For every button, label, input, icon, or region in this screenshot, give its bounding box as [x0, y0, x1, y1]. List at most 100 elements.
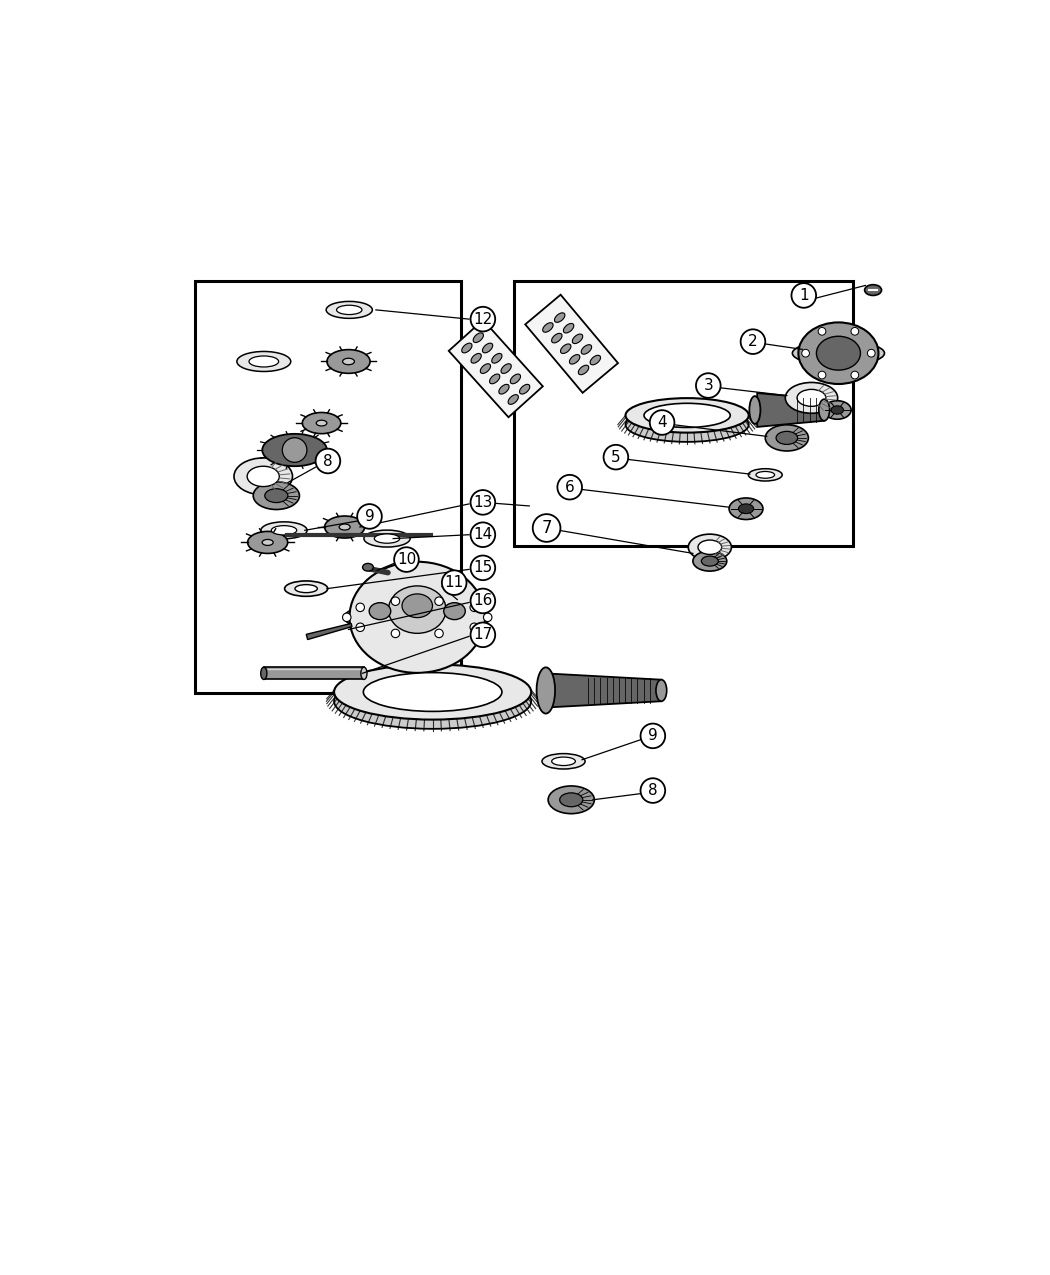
Bar: [194, 280, 461, 694]
Ellipse shape: [302, 413, 341, 434]
Ellipse shape: [582, 344, 591, 354]
Ellipse shape: [551, 333, 562, 343]
Polygon shape: [525, 295, 618, 393]
Text: 8: 8: [323, 454, 333, 468]
Ellipse shape: [262, 539, 273, 546]
Ellipse shape: [253, 482, 299, 510]
Ellipse shape: [693, 551, 727, 571]
Text: 9: 9: [364, 509, 375, 524]
Ellipse shape: [656, 680, 667, 701]
Ellipse shape: [334, 673, 531, 729]
Ellipse shape: [462, 343, 472, 353]
Ellipse shape: [864, 284, 882, 296]
Ellipse shape: [237, 352, 291, 371]
Text: 10: 10: [397, 552, 416, 567]
Circle shape: [640, 778, 666, 803]
Circle shape: [470, 622, 496, 648]
Ellipse shape: [474, 333, 483, 343]
Text: 1: 1: [799, 288, 808, 303]
Ellipse shape: [402, 594, 433, 617]
Circle shape: [867, 349, 875, 357]
Ellipse shape: [817, 337, 860, 370]
Ellipse shape: [572, 334, 583, 343]
Circle shape: [850, 328, 859, 335]
Ellipse shape: [342, 358, 355, 365]
Circle shape: [470, 490, 496, 515]
Circle shape: [696, 374, 720, 398]
Ellipse shape: [738, 504, 754, 514]
Ellipse shape: [698, 541, 721, 555]
Ellipse shape: [350, 562, 485, 673]
Circle shape: [392, 597, 400, 606]
Ellipse shape: [285, 581, 328, 597]
Circle shape: [357, 504, 382, 529]
Ellipse shape: [542, 754, 585, 769]
Polygon shape: [548, 673, 662, 708]
Ellipse shape: [249, 356, 278, 367]
Ellipse shape: [482, 343, 492, 353]
Polygon shape: [448, 320, 543, 417]
Circle shape: [483, 613, 492, 621]
Circle shape: [792, 283, 816, 307]
Ellipse shape: [361, 667, 368, 680]
Ellipse shape: [765, 425, 808, 451]
Circle shape: [850, 371, 859, 379]
Circle shape: [650, 411, 674, 435]
Circle shape: [470, 523, 496, 547]
Ellipse shape: [501, 363, 511, 374]
Ellipse shape: [551, 757, 575, 765]
Ellipse shape: [362, 564, 374, 571]
Text: 16: 16: [474, 593, 492, 608]
Ellipse shape: [260, 521, 307, 539]
Circle shape: [470, 589, 496, 613]
Ellipse shape: [248, 532, 288, 553]
Circle shape: [802, 349, 810, 357]
Ellipse shape: [548, 785, 594, 813]
Text: 6: 6: [565, 479, 574, 495]
Ellipse shape: [444, 603, 465, 620]
Ellipse shape: [561, 344, 571, 353]
Ellipse shape: [471, 353, 481, 363]
Circle shape: [470, 556, 496, 580]
Ellipse shape: [823, 400, 852, 419]
Ellipse shape: [489, 374, 500, 384]
Ellipse shape: [579, 365, 589, 375]
Ellipse shape: [388, 586, 446, 634]
Circle shape: [342, 613, 351, 621]
Ellipse shape: [339, 524, 350, 530]
Circle shape: [442, 570, 466, 595]
Ellipse shape: [798, 323, 879, 384]
Polygon shape: [757, 393, 824, 427]
Ellipse shape: [295, 585, 317, 593]
Ellipse shape: [626, 408, 749, 442]
Text: 14: 14: [474, 528, 492, 542]
Polygon shape: [264, 667, 364, 680]
Text: 2: 2: [749, 334, 758, 349]
Ellipse shape: [569, 354, 580, 365]
Circle shape: [435, 597, 443, 606]
Polygon shape: [307, 623, 352, 640]
Ellipse shape: [797, 389, 826, 407]
Text: 8: 8: [648, 783, 657, 798]
Circle shape: [316, 449, 340, 473]
Ellipse shape: [689, 534, 732, 560]
Circle shape: [470, 603, 479, 612]
Bar: [513, 280, 854, 546]
Ellipse shape: [510, 374, 521, 384]
Ellipse shape: [626, 398, 749, 432]
Text: 4: 4: [657, 414, 667, 430]
Ellipse shape: [785, 382, 838, 413]
Ellipse shape: [337, 305, 362, 315]
Text: 5: 5: [611, 450, 621, 464]
Ellipse shape: [590, 356, 601, 365]
Ellipse shape: [316, 421, 327, 426]
Text: 11: 11: [444, 575, 464, 590]
Circle shape: [435, 629, 443, 638]
Ellipse shape: [508, 395, 519, 404]
Ellipse shape: [819, 399, 830, 421]
Ellipse shape: [327, 349, 370, 374]
Ellipse shape: [324, 516, 364, 538]
Ellipse shape: [327, 301, 373, 319]
Text: 12: 12: [474, 311, 492, 326]
Ellipse shape: [520, 384, 530, 394]
